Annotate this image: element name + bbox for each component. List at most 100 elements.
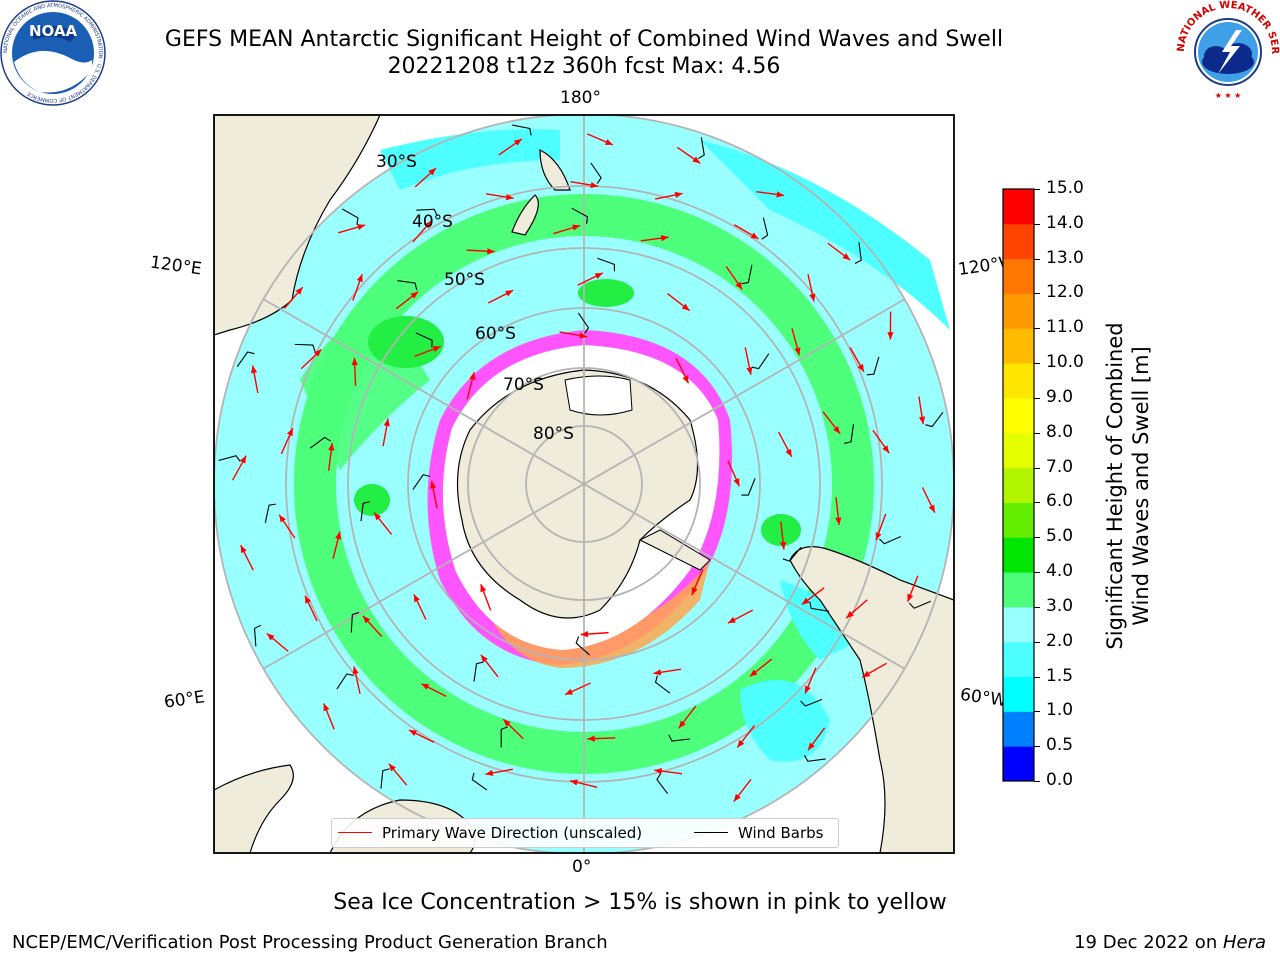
wave-arrow-head [572, 224, 581, 231]
wave-arrow-head [356, 274, 363, 283]
colorbar-label-line2: Wind Waves and Swell [m] [1129, 346, 1153, 626]
wave-arrow-head [692, 156, 701, 164]
wave-arrow-head [801, 597, 810, 605]
vector-field [218, 124, 944, 802]
wind-barb [416, 208, 438, 216]
colorbar-tick-mark [1034, 676, 1040, 678]
colorbar-segment [1003, 676, 1034, 712]
wave-arrow-head [480, 584, 487, 593]
wave-arrow-head [833, 426, 841, 434]
footer-right: 19 Dec 2022 on Hera [1074, 932, 1266, 953]
colorbar-segment [1003, 189, 1034, 225]
wave-arrow-head [660, 235, 669, 242]
colorbar-segment [1003, 432, 1034, 469]
colorbar-tick-label: 8.0 [1046, 421, 1074, 442]
colorbar-tick-label: 14.0 [1046, 212, 1084, 233]
colorbar-tick-mark [1034, 572, 1040, 574]
colorbar-tick-mark [1034, 363, 1040, 365]
legend-label-wind: Wind Barbs [738, 824, 824, 842]
footer-date: 19 Dec 2022 on [1074, 932, 1223, 953]
wave-arrow-head [505, 194, 514, 201]
colorbar-tick-mark [1034, 746, 1040, 748]
parallel-label-50s: 50°S [444, 270, 485, 290]
colorbar-tick-label: 11.0 [1046, 317, 1084, 338]
wind-barb [575, 636, 590, 656]
wave-arrow-head [357, 224, 366, 231]
wave-arrow-head [580, 630, 589, 638]
colorbar-segment [1003, 467, 1034, 503]
wave-arrow-head [351, 357, 358, 366]
wave-arrow-head [809, 293, 816, 302]
colorbar-tick-mark [1034, 641, 1040, 643]
wave-arrow-head [674, 191, 683, 198]
wind-barb [471, 772, 488, 791]
colorbar-tick-label: 4.0 [1046, 561, 1074, 582]
colorbar-tick-mark [1034, 502, 1040, 504]
colorbar-segment [1003, 502, 1034, 538]
wave-arrow-head [503, 719, 511, 727]
colorbar-tick-mark [1034, 397, 1040, 399]
wind-barb [656, 773, 669, 795]
wave-arrow-head [733, 793, 741, 802]
wind-barb [697, 137, 705, 160]
footer-machine: Hera [1222, 932, 1266, 953]
wave-arrow-head [304, 595, 311, 604]
wave-arrow-head [428, 168, 436, 176]
colorbar [1002, 188, 1035, 782]
wave-arrow-head [887, 332, 894, 340]
wave-arrow-head [727, 616, 736, 624]
colorbar-segment [1003, 711, 1034, 747]
colorbar-segment [1003, 746, 1034, 782]
wave-arrow-head [505, 290, 514, 297]
wave-arrow-head [413, 594, 420, 603]
legend-swatch-wind [694, 832, 728, 833]
wind-barb [415, 332, 433, 348]
wave-arrow-head [807, 742, 815, 751]
wave-arrow-head [480, 654, 488, 663]
wave-arrow-head [907, 593, 914, 602]
colorbar-segment [1003, 328, 1034, 364]
wind-barb [577, 312, 590, 334]
wind-barb [866, 356, 880, 376]
wave-arrow-head [295, 287, 303, 295]
colorbar-tick-label: 1.5 [1046, 665, 1074, 686]
wave-arrow-head [746, 366, 753, 375]
colorbar-segment [1003, 572, 1034, 608]
map-subtitle: 20221208 t12z 360h fcst Max: 4.56 [387, 54, 781, 79]
wave-arrow-head [928, 504, 935, 513]
colorbar-tick-label: 15.0 [1046, 178, 1084, 198]
wave-arrow-head [842, 253, 851, 261]
wind-barb [878, 536, 901, 545]
parallel-label-60s: 60°S [475, 324, 516, 344]
wave-arrow-head [487, 248, 495, 255]
wave-arrow-head [239, 455, 247, 464]
wave-arrow-head [279, 514, 286, 523]
parallel-label-40s: 40°S [412, 212, 453, 232]
wind-barb [741, 478, 756, 496]
wind-barb [590, 162, 602, 184]
wave-arrow-head [421, 683, 430, 690]
wind-barb [397, 280, 418, 291]
footer-left: NCEP/EMC/Verification Post Processing Pr… [12, 932, 608, 953]
wave-arrow-head [388, 763, 396, 772]
wave-arrow-head [750, 232, 759, 239]
meridian-label-180: 180° [560, 88, 601, 108]
wave-arrow-head [328, 442, 335, 451]
colorbar-tick-label: 12.0 [1046, 282, 1084, 303]
colorbar-tick-label: 0.0 [1046, 770, 1074, 790]
colorbar-tick-mark [1034, 432, 1040, 434]
australia [214, 115, 381, 336]
wave-arrow-head [780, 541, 787, 550]
wave-arrow-head [749, 669, 758, 677]
meridian-label-0: 0° [572, 857, 592, 877]
wave-arrow-head [805, 685, 811, 694]
wave-arrow-head [579, 332, 588, 339]
colorbar-segment [1003, 606, 1034, 643]
new-zealand-north [539, 149, 571, 191]
wave-arrow-head [857, 363, 864, 372]
wind-barb [925, 411, 944, 428]
wave-arrow-head [424, 220, 432, 229]
colorbar-tick-mark [1034, 711, 1040, 713]
wind-barb [360, 501, 371, 522]
